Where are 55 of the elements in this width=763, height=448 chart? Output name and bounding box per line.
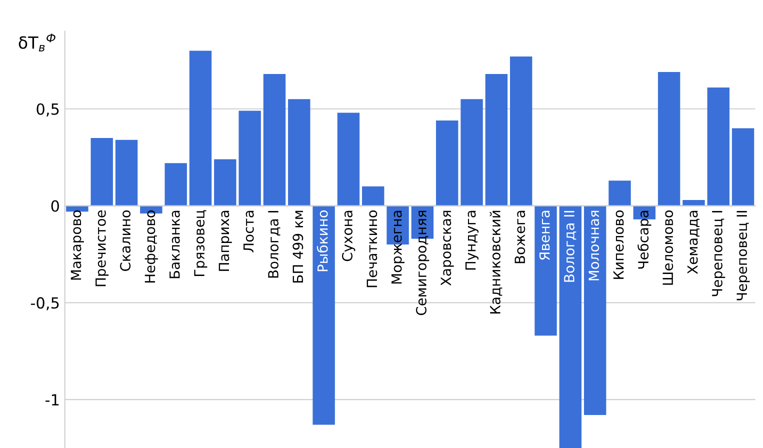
- x-tick-label: БП 499 км: [292, 210, 304, 282]
- x-tick-label: Бакланка: [170, 210, 180, 278]
- bar: [559, 206, 582, 448]
- x-tick-label: Рыбкино: [316, 210, 328, 272]
- bar: [362, 186, 384, 206]
- bar: [658, 72, 680, 206]
- y-tick-label: 0,5: [36, 103, 59, 116]
- bar: [584, 206, 606, 416]
- x-tick-label: Пречистое: [96, 210, 109, 286]
- x-tick-label: Паприха: [218, 210, 232, 271]
- bar: [436, 120, 458, 206]
- x-tick-label: Шеломово: [662, 210, 674, 285]
- x-tick-label: Макарово: [70, 210, 84, 280]
- x-tick-label: Явенга: [539, 210, 550, 260]
- x-tick-label: Моржегна: [391, 210, 405, 284]
- x-tick-label: Кадниковский: [490, 210, 502, 314]
- x-tick-label: Пундуга: [465, 210, 478, 270]
- bar: [214, 159, 236, 206]
- x-tick-label: Скалино: [120, 210, 131, 271]
- bar: [534, 206, 557, 336]
- x-tick-label: Нефедово: [144, 210, 158, 282]
- bar: [288, 99, 310, 206]
- bar: [337, 112, 360, 206]
- bar: [189, 50, 212, 206]
- bar: [510, 56, 532, 206]
- bar: [238, 110, 261, 206]
- y-tick-label: -1: [46, 394, 59, 406]
- x-tick-label: Сухона: [342, 210, 356, 262]
- bar: [707, 88, 730, 206]
- x-tick-label: Вожега: [514, 210, 526, 264]
- bar: [90, 138, 113, 206]
- y-tick-label: -0,5: [30, 297, 59, 310]
- bar: [460, 99, 483, 206]
- x-tick-label: Кипелово: [613, 210, 624, 279]
- bar: [608, 180, 631, 206]
- x-tick-label: Чебсара: [638, 210, 652, 269]
- x-tick-label: Молочная: [588, 210, 600, 280]
- bar: [485, 74, 508, 206]
- x-tick-label: Хемадда: [687, 210, 700, 274]
- bar: [164, 163, 187, 206]
- bar: [312, 206, 335, 425]
- bar: [115, 140, 138, 206]
- x-tick-label: Череповец II: [736, 211, 750, 300]
- bar: [263, 74, 286, 206]
- x-tick-label: Череповец I: [712, 211, 726, 296]
- x-tick-label: Харовская: [440, 210, 454, 286]
- x-tick-label: Лоста: [244, 210, 254, 252]
- x-tick-label: Грязовец: [194, 210, 208, 276]
- x-tick-label: Вологда I: [268, 211, 280, 278]
- x-tick-label: Вологда II: [564, 211, 576, 282]
- y-axis-title: δT$_{в}$$^{Ф}$: [18, 34, 56, 52]
- x-tick-label: Семигородняя: [416, 210, 430, 316]
- x-tick-label: Печаткино: [366, 210, 378, 288]
- y-tick-label: 0: [51, 200, 59, 212]
- bar: [732, 128, 754, 206]
